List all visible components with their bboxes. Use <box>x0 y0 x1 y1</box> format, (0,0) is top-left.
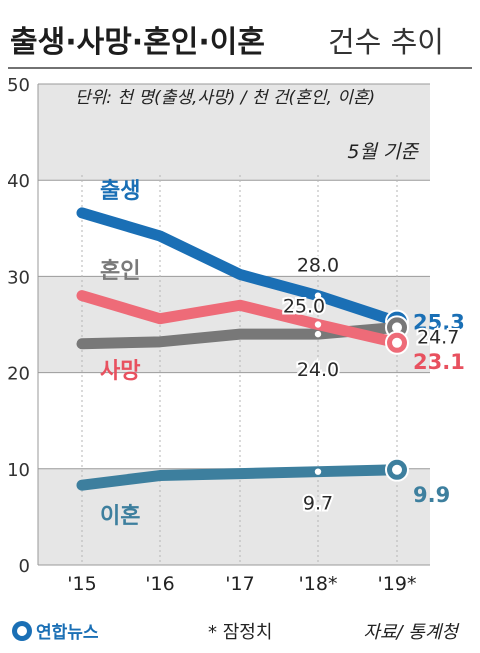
series-name-label: 사망 <box>100 359 140 384</box>
x-tick-label: '15 <box>67 573 96 595</box>
y-tick-label: 20 <box>7 364 30 385</box>
data-label: 24.7 <box>417 326 459 348</box>
logo-text: 연합뉴스 <box>36 622 99 643</box>
logo: 연합뉴스 <box>12 621 99 643</box>
x-tick-label: '18* <box>299 573 338 595</box>
series-name-label: 출생 <box>100 179 140 204</box>
band-1 <box>38 276 430 373</box>
unit-note: 단위: 천 명(출생,사망) / 천 건(혼인, 이혼) <box>75 88 375 108</box>
data-label: 9.7 <box>303 493 333 515</box>
data-label: 23.1 <box>413 350 465 374</box>
chart-title: 출생·사망·혼인·이혼 <box>10 25 265 60</box>
data-label: 9.9 <box>413 483 450 507</box>
y-tick-label: 30 <box>7 267 30 288</box>
y-tick-labels: 0 10 20 30 40 50 <box>7 75 30 577</box>
x-tick-label: '19* <box>378 573 417 595</box>
footnote: * 잠정치 <box>208 622 272 643</box>
grid-bands <box>38 84 430 565</box>
series-line-출생 <box>76 207 403 328</box>
source-note: 자료/ 통계청 <box>363 622 460 643</box>
series-name-label: 이혼 <box>100 504 140 529</box>
y-tick-label: 0 <box>19 556 30 577</box>
point-marker-2018 <box>314 468 322 475</box>
point-marker-2018 <box>314 321 322 328</box>
x-tick-label: '17 <box>225 573 254 595</box>
y-tick-label: 40 <box>7 171 30 192</box>
data-label: 25.0 <box>283 296 325 318</box>
chart-title-light: 건수 추이 <box>328 25 444 59</box>
end-marker-inner <box>392 322 402 333</box>
logo-mark-inner <box>17 626 27 636</box>
point-marker-2018 <box>314 330 322 338</box>
y-tick-label: 50 <box>7 75 30 96</box>
series-line-이혼 <box>76 464 403 491</box>
series-line-사망 <box>76 290 403 349</box>
series-name-label: 혼인 <box>100 259 140 284</box>
data-label: 28.0 <box>297 255 339 277</box>
end-marker-inner <box>392 337 402 348</box>
y-tick-label: 10 <box>7 460 30 481</box>
data-label: 24.0 <box>297 359 339 381</box>
basis-note: 5월 기준 <box>347 141 419 163</box>
end-marker-inner <box>392 464 402 475</box>
band-0 <box>38 84 430 181</box>
x-tick-label: '16 <box>145 573 174 595</box>
x-tick-labels: '15 '16 '17 '18* '19* <box>67 573 416 595</box>
data-label: 25.3 <box>413 311 465 335</box>
point-marker-2018 <box>314 292 322 299</box>
